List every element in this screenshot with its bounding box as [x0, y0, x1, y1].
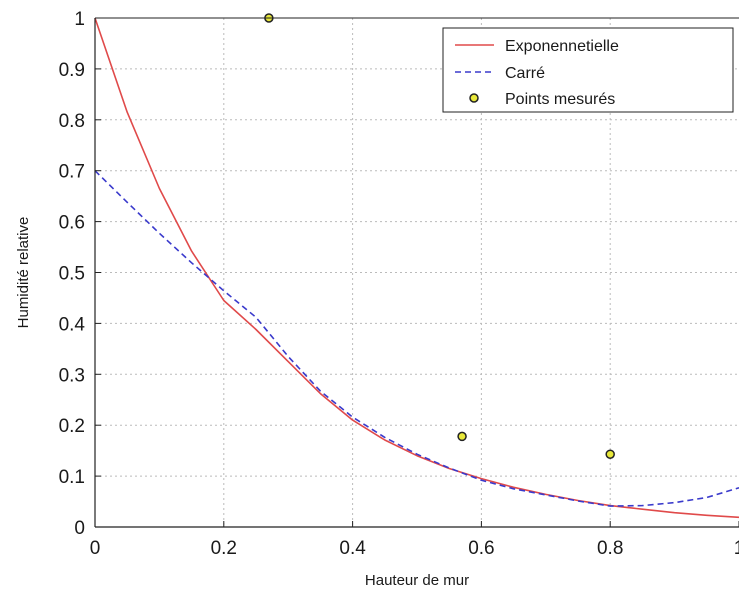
tick-labels: 0 0.2 0.4 0.6 0.8 1 0 0.1 0.2 0.3 0.4 0.5 0.6 0.7 0.8 0… — [59, 9, 739, 559]
x-tick-label: 1 — [734, 538, 739, 559]
x-tick-label: 0.4 — [339, 538, 366, 559]
y-tick-label: 0.3 — [59, 365, 85, 386]
legend-marker-measured — [469, 93, 479, 103]
x-tick-label: 0.6 — [468, 538, 494, 559]
legend-label-exponential: Exponennetielle — [505, 38, 619, 55]
measured-point — [605, 449, 615, 459]
y-tick-label: 0.5 — [59, 264, 85, 285]
y-axis-label: Humidité relative — [15, 217, 32, 329]
plot-area — [94, 13, 739, 519]
y-tick-label: 0.1 — [59, 467, 85, 488]
legend-label-measured: Points mesurés — [505, 91, 615, 108]
legend: Exponennetielle Carré Points mesurés — [442, 27, 734, 113]
series-line-1 — [94, 170, 739, 507]
grid — [95, 18, 739, 527]
x-tick-label: 0.8 — [597, 538, 623, 559]
axes — [94, 17, 739, 528]
y-tick-label: 0.8 — [59, 111, 85, 132]
y-tick-label: 0.4 — [59, 314, 86, 335]
y-tick-label: 0 — [74, 518, 85, 539]
y-tick-label: 0.9 — [59, 60, 85, 81]
x-axis-label: Hauteur de mur — [365, 572, 469, 589]
y-tick-label: 0.6 — [59, 213, 85, 234]
y-tick-label: 0.2 — [59, 416, 85, 437]
y-tick-label: 0.7 — [59, 162, 85, 183]
legend-box — [442, 27, 734, 113]
legend-label-square: Carré — [505, 65, 545, 82]
y-tick-label: 1 — [74, 9, 85, 30]
series-line-0 — [94, 17, 739, 519]
measured-point — [457, 431, 467, 442]
x-tick-label: 0 — [90, 538, 101, 559]
x-tick-label: 0.2 — [211, 538, 237, 559]
